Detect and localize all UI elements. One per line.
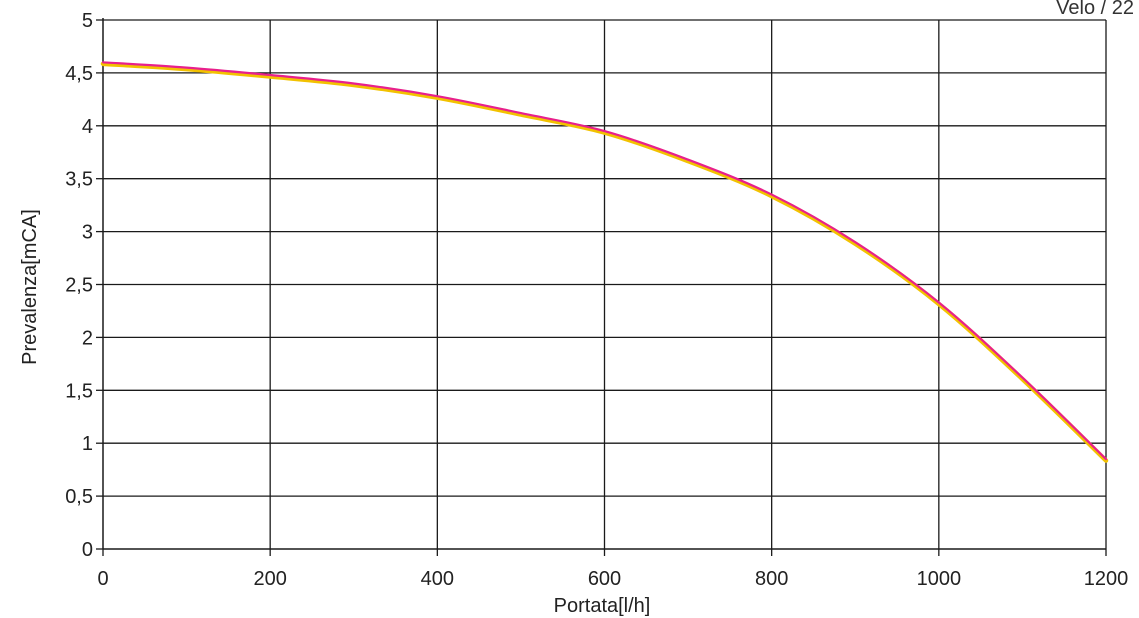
x-tick-label: 1200 (1084, 568, 1129, 590)
x-tick-label: 0 (97, 568, 108, 590)
tick-labels: 0 0,5 1 1,5 2 2,5 3 3,5 4 4,5 5 0 200 400 600 800 1000 12… (65, 10, 1128, 590)
x-tick-label: 600 (588, 568, 621, 590)
y-tick-label: 4,5 (65, 63, 93, 85)
y-tick-label: 0,5 (65, 486, 93, 508)
y-tick-label: 4 (82, 116, 93, 138)
x-axis-title: Portata[l/h] (554, 595, 651, 617)
series-line (101, 61, 1108, 461)
x-tick-label: 1000 (917, 568, 962, 590)
y-tick-label: 1 (82, 433, 93, 455)
y-tick-label: 3 (82, 222, 93, 244)
y-tick-label: 1,5 (65, 380, 93, 402)
corner-text: Velo / 22 (1056, 0, 1134, 19)
y-tick-label: 5 (82, 10, 93, 32)
y-axis-title: Prevalenza[mCA] (19, 209, 41, 365)
x-tick-label: 400 (421, 568, 454, 590)
y-tick-label: 2,5 (65, 275, 93, 297)
series-highlight (100, 61, 1109, 463)
x-tick-label: 800 (755, 568, 788, 590)
y-tick-label: 0 (82, 539, 93, 561)
series-layer (100, 61, 1109, 463)
grid (103, 19, 1107, 549)
y-tick-label: 3,5 (65, 169, 93, 191)
y-tick-label: 2 (82, 327, 93, 349)
x-tick-label: 200 (253, 568, 286, 590)
axes (96, 18, 1107, 556)
